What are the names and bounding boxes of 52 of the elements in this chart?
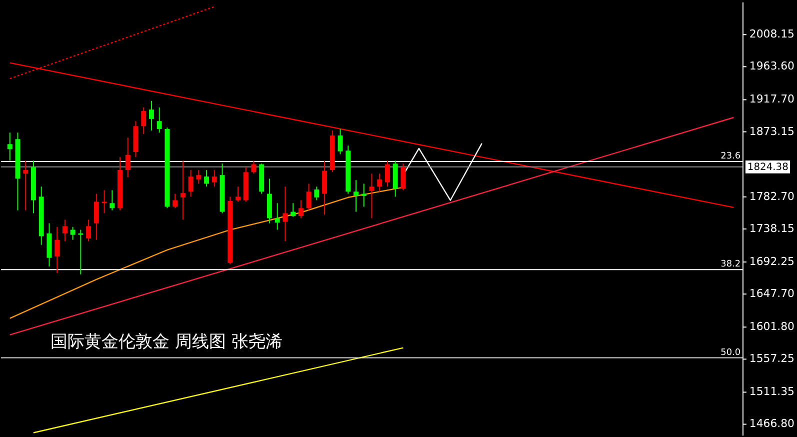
candlestick: [7, 132, 12, 162]
candlestick: [212, 170, 217, 188]
candlestick: [102, 190, 107, 214]
annotation: 38.2: [720, 260, 740, 270]
candlestick: [361, 183, 366, 208]
candlestick: [354, 180, 358, 212]
candlestick: [70, 226, 76, 240]
candlestick: [125, 137, 130, 178]
ref-line-label: 1824.38: [747, 162, 788, 173]
candlestick: [23, 160, 28, 211]
y-tick-label: 1511.35: [749, 385, 794, 398]
y-tick-label: 1738.15: [749, 222, 794, 235]
candlestick: [384, 160, 390, 188]
y-tick-label: 1692.25: [749, 254, 794, 268]
candlestick: [236, 186, 240, 202]
y-tick-label: 1601.80: [749, 320, 795, 334]
candlestick: [78, 229, 84, 275]
y-tick-label: 1466.80: [749, 417, 795, 430]
candlestick: [172, 193, 178, 209]
candlestick: [149, 100, 154, 131]
candlestick: [377, 173, 382, 192]
candlestick: [141, 106, 146, 135]
candlestick: [298, 200, 304, 219]
candlestick: [54, 226, 60, 274]
candlestick: [94, 193, 99, 240]
candlestick: [314, 186, 320, 201]
text: 国际黄金伦敦金 周线图 张尧浠: [50, 330, 282, 351]
candlestick: [156, 106, 162, 134]
candlestick: [196, 170, 202, 184]
candlestick: [110, 190, 115, 211]
annotation: 50.0: [720, 348, 741, 358]
candlestick: [86, 219, 92, 242]
y-tick-label: 2008.15: [749, 28, 794, 41]
y-tick-label: 1557.25: [749, 352, 794, 366]
candlestick: [274, 202, 280, 230]
candlestick: [204, 170, 210, 188]
y-tick-label: 1782.70: [749, 190, 795, 203]
candlestick: [369, 173, 374, 219]
candlestick: [338, 128, 343, 155]
candlestick: [62, 219, 68, 242]
annotation: 23.6: [720, 152, 741, 162]
y-tick-label: 1963.60: [749, 60, 795, 73]
candlestick: [306, 183, 312, 211]
candlestick: [180, 160, 186, 220]
candlestick: [290, 202, 296, 218]
y-tick-label: 1873.15: [749, 124, 794, 138]
y-tick-label: 1647.70: [749, 287, 795, 300]
candlestick: [282, 186, 288, 242]
candlestick: [400, 163, 406, 191]
candlestick: [188, 170, 194, 198]
candlestick: [322, 160, 328, 216]
y-tick-label: 1917.70: [749, 92, 795, 106]
